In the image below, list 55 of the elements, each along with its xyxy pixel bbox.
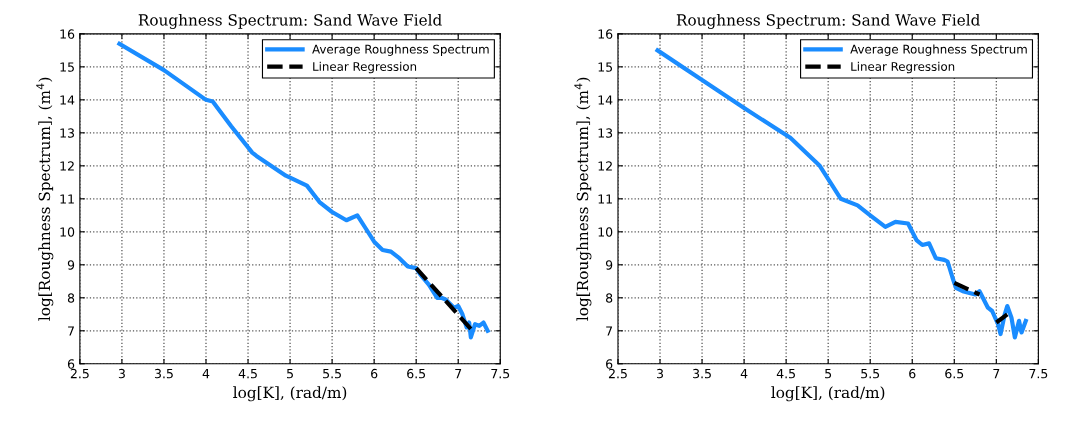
y-axis-title: log[Roughness Spectrum], (m$^{4}$) xyxy=(574,77,592,321)
x-tick-label: 4.5 xyxy=(238,369,257,379)
x-tick-label: 2.5 xyxy=(608,368,627,379)
x-tick-label: 3 xyxy=(118,368,125,379)
y-tick-label: 15 xyxy=(60,62,74,72)
y-tick-label: 7 xyxy=(68,326,74,336)
x-tick-label: 4 xyxy=(202,369,210,379)
y-axis-title: log[Roughness Spectrum], (m$^{4}$) xyxy=(36,77,54,321)
x-tick-label: 6.5 xyxy=(407,368,426,379)
x-tick-label: 6 xyxy=(909,368,916,379)
x-tick-label: 3.5 xyxy=(693,368,711,379)
x-tick-label: 4.5 xyxy=(776,369,795,379)
y-tick-label: 12 xyxy=(598,161,612,171)
chart-title: Roughness Spectrum: Sand Wave Field xyxy=(676,13,980,29)
y-tick-label: 7 xyxy=(606,326,613,336)
x-axis-title: log[K], (rad/m) xyxy=(233,386,347,402)
x-tick-label: 6.5 xyxy=(945,368,964,379)
y-tick-label: 10 xyxy=(60,227,75,237)
chart-title: Roughness Spectrum: Sand Wave Field xyxy=(138,13,442,29)
x-tick-label: 4 xyxy=(740,369,748,379)
x-tick-label: 7 xyxy=(455,369,462,379)
x-tick-label: 5.5 xyxy=(323,369,341,379)
y-tick-label: 6 xyxy=(67,359,75,369)
y-tick-label: 8 xyxy=(606,293,613,303)
y-tick-label: 13 xyxy=(598,128,613,138)
y-tick-label: 10 xyxy=(598,227,613,237)
x-tick-label: 7.5 xyxy=(1029,369,1048,379)
y-tick-label: 11 xyxy=(598,194,612,204)
x-axis-title: log[K], (rad/m) xyxy=(771,386,885,402)
line-series xyxy=(117,41,490,340)
x-tick-label: 3 xyxy=(657,368,663,379)
y-tick-label: 12 xyxy=(60,161,74,171)
x-tick-label: 2.5 xyxy=(70,368,89,379)
y-tick-label: 16 xyxy=(60,29,75,39)
y-tick-label: 16 xyxy=(598,29,613,39)
legend-label: Linear Regression xyxy=(851,61,955,74)
x-tick-label: 7 xyxy=(993,369,1000,379)
x-tick-label: 7.5 xyxy=(491,369,510,379)
x-tick-label: 6 xyxy=(371,368,378,379)
y-tick-label: 11 xyxy=(60,194,74,204)
x-tick-label: 3.5 xyxy=(154,368,173,379)
y-tick-label: 14 xyxy=(598,95,613,105)
y-tick-label: 14 xyxy=(60,95,75,105)
y-tick-label: 6 xyxy=(606,359,613,369)
x-tick-label: 5 xyxy=(825,369,832,379)
legend-label: Linear Regression xyxy=(313,61,417,74)
x-tick-label: 5 xyxy=(287,369,293,379)
y-tick-label: 9 xyxy=(67,260,75,270)
x-tick-label: 5.5 xyxy=(861,369,880,379)
legend-label: Average Roughness Spectrum xyxy=(312,44,489,56)
y-tick-label: 9 xyxy=(605,260,613,270)
legend-label: Average Roughness Spectrum xyxy=(850,44,1027,56)
y-tick-label: 8 xyxy=(67,293,75,303)
y-tick-label: 15 xyxy=(598,62,613,72)
y-tick-label: 13 xyxy=(60,128,75,138)
